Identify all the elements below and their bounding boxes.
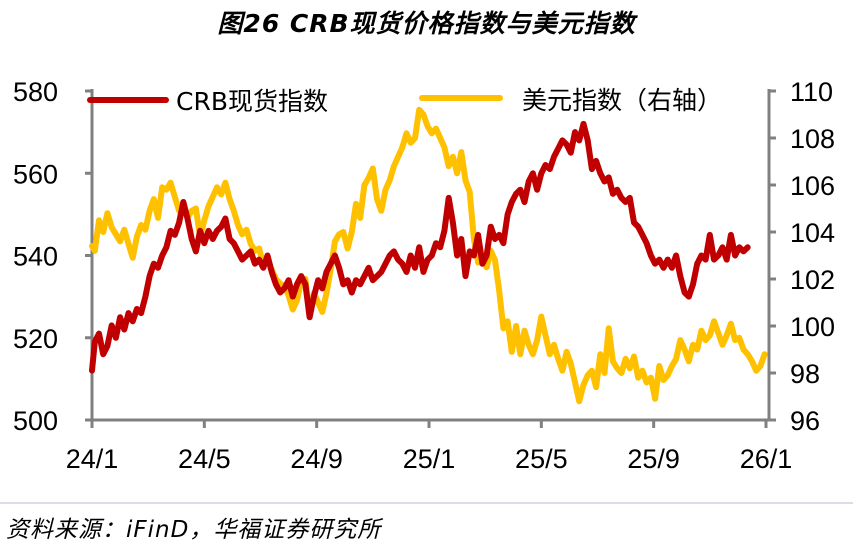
right-y-axis: 96 98 100 102 104 106 108 110 [767,77,835,436]
x-tick-label: 26/1 [740,444,793,474]
right-y-tick-label: 100 [790,312,835,342]
chart-canvas: 500 520 540 560 580 96 98 100 102 104 106 108 110 2… [13,77,835,474]
x-tick-label: 24/5 [178,444,231,474]
right-y-tick-label: 106 [790,171,835,201]
legend-label-usd: 美元指数（右轴） [522,86,722,115]
left-y-tick-label: 540 [13,242,58,272]
right-y-tick-label: 98 [790,359,820,389]
left-y-tick-label: 520 [13,324,58,354]
legend-label-crb: CRB现货指数 [176,87,328,116]
legend-item-crb: CRB现货指数 [87,87,328,116]
x-tick-label: 25/5 [515,444,568,474]
left-y-tick-label: 560 [13,159,58,189]
x-tick-label: 24/1 [66,444,119,474]
right-y-tick-label: 104 [790,218,835,248]
usd-index-line [89,106,768,405]
legend-item-usd: 美元指数（右轴） [419,86,722,115]
right-y-tick-label: 96 [790,406,820,436]
chart-title: 图26 CRB现货价格指数与美元指数 [217,9,636,38]
right-y-tick-label: 102 [790,265,835,295]
x-tick-label: 25/9 [627,444,680,474]
crb-index-line [89,120,751,374]
x-tick-label: 25/1 [403,444,456,474]
x-tick-label: 24/9 [290,444,343,474]
left-y-axis: 500 520 540 560 580 [13,77,94,436]
right-y-tick-label: 108 [790,124,835,154]
right-y-tick-label: 110 [790,77,833,107]
left-y-tick-label: 580 [13,77,58,107]
left-y-tick-label: 500 [13,406,58,436]
footer-divider [0,502,853,504]
source-note: 资料来源：iFinD，华福证券研究所 [6,517,382,543]
legend: CRB现货指数 美元指数（右轴） [87,86,722,116]
x-axis: 24/1 24/5 24/9 25/1 25/5 25/9 26/1 [66,418,793,474]
